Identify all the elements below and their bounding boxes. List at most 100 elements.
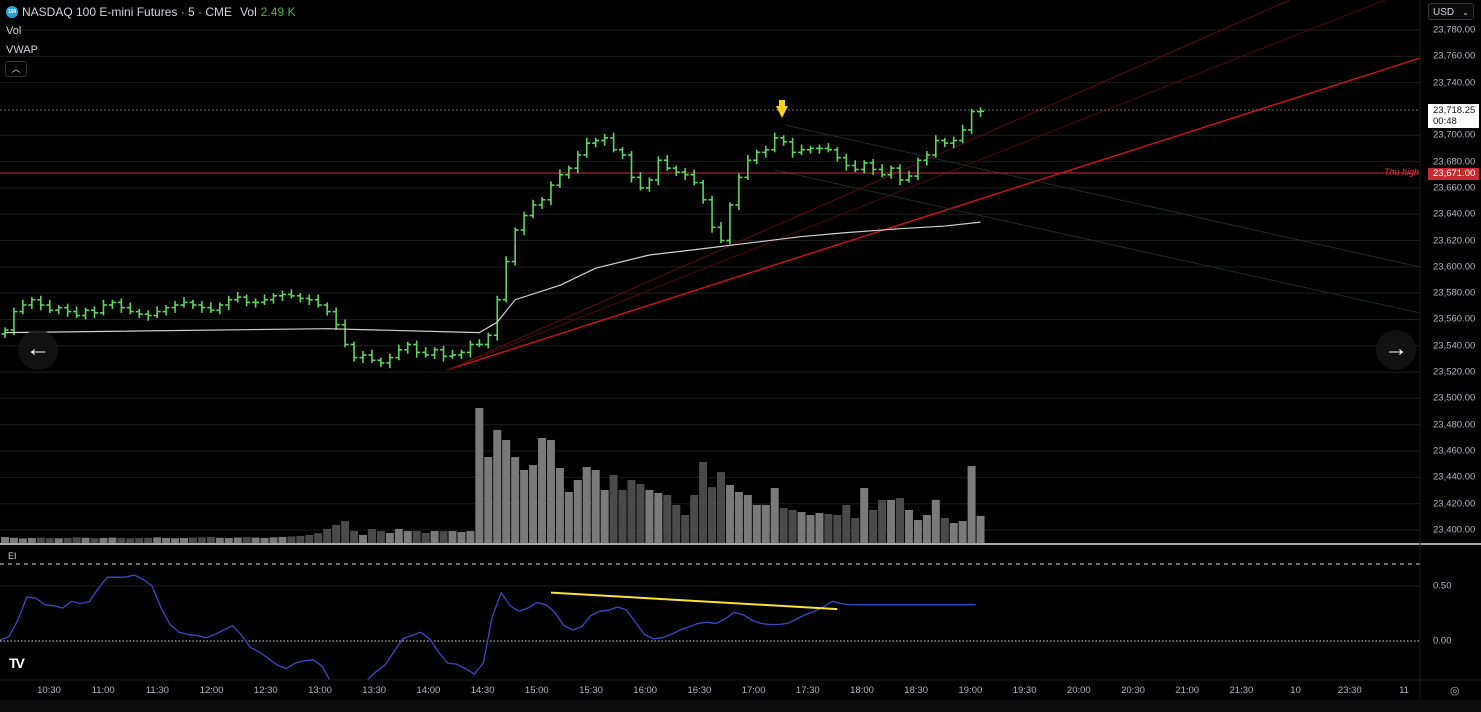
volume-bar xyxy=(27,538,36,543)
price-axis-label: 23,620.00 xyxy=(1433,235,1476,247)
volume-bar xyxy=(869,509,878,543)
volume-bar xyxy=(636,483,645,543)
prev-button[interactable]: ← xyxy=(18,330,58,370)
price-bar xyxy=(117,298,125,313)
channel-line-lower[interactable] xyxy=(774,169,1421,314)
drawings xyxy=(0,0,1421,371)
volume-bars xyxy=(1,408,985,543)
price-bar xyxy=(807,145,814,154)
price-bar xyxy=(28,297,36,309)
vwap-line xyxy=(4,221,981,334)
volume-bar xyxy=(278,536,287,543)
price-axis-label: 23,640.00 xyxy=(1433,208,1476,220)
channel-line-upper[interactable] xyxy=(784,124,1421,268)
volume-bar xyxy=(645,489,654,543)
time-axis-label: 11:30 xyxy=(145,685,169,696)
ei-divergence-line[interactable] xyxy=(550,591,838,611)
price-bar xyxy=(153,306,161,319)
volume-bar xyxy=(573,479,582,543)
symbol-title: NASDAQ 100 E-mini Futures · 5 · CME xyxy=(22,5,233,19)
volume-bar xyxy=(931,499,940,543)
time-axis-label: 12:30 xyxy=(253,685,278,696)
volume-bar xyxy=(904,509,913,543)
volume-bar xyxy=(511,457,520,543)
volume-bar xyxy=(439,531,448,543)
time-axis-label: 10:30 xyxy=(37,685,61,696)
volume-bar xyxy=(171,538,180,543)
time-axis-label: 13:30 xyxy=(362,685,387,696)
next-button[interactable]: → xyxy=(1376,330,1416,370)
thu-high-price-badge: 23,671.00 xyxy=(1428,168,1479,180)
price-bar xyxy=(601,133,609,146)
currency-select[interactable]: USD ⌄ xyxy=(1428,3,1474,20)
trendline-fan-2[interactable] xyxy=(446,0,1386,371)
price-bar xyxy=(708,195,716,233)
volume-bar xyxy=(529,464,538,543)
volume-bar xyxy=(323,528,332,543)
volume-bar xyxy=(699,462,708,543)
volume-bar xyxy=(761,504,770,543)
volume-bar xyxy=(466,531,475,543)
price-bar xyxy=(851,160,859,173)
volume-bar xyxy=(367,528,376,543)
volume-bar xyxy=(842,504,851,543)
volume-bar xyxy=(878,499,887,543)
volume-bar xyxy=(314,533,323,543)
tradingview-logo[interactable]: TV xyxy=(9,655,25,671)
price-bar xyxy=(753,149,761,165)
price-bar xyxy=(162,305,170,316)
price-bar xyxy=(19,299,27,315)
price-bar xyxy=(323,302,331,316)
price-bar xyxy=(610,132,618,153)
price-bar xyxy=(82,307,90,320)
price-bar xyxy=(359,351,367,363)
volume-bar xyxy=(188,537,197,543)
price-axis-label: 23,660.00 xyxy=(1433,182,1476,194)
symbol-legend[interactable]: 100 NASDAQ 100 E-mini Futures · 5 · CME … xyxy=(6,5,295,19)
price-bar xyxy=(565,165,573,179)
time-axis-label: 19:00 xyxy=(958,685,983,696)
volume-bar xyxy=(690,494,699,543)
volume-bar xyxy=(493,429,502,543)
price-bar xyxy=(278,290,286,302)
price-bar xyxy=(744,155,752,181)
price-bar xyxy=(914,157,922,181)
volume-bar xyxy=(206,536,215,543)
price-bar xyxy=(99,299,107,316)
last-price: 23,718.25 xyxy=(1433,105,1476,116)
volume-bar xyxy=(385,533,394,543)
volume-bar xyxy=(824,513,833,543)
price-bar xyxy=(216,302,224,315)
price-bar xyxy=(780,135,788,146)
collapse-legend-button[interactable]: ︿ xyxy=(5,61,27,77)
volume-bar xyxy=(654,493,663,543)
currency-value: USD xyxy=(1433,7,1455,18)
time-axis-label: 21:30 xyxy=(1229,685,1254,696)
volume-bar xyxy=(448,531,457,543)
price-bar xyxy=(305,294,313,306)
volume-bar xyxy=(135,538,144,543)
price-bar xyxy=(413,340,421,358)
price-bar xyxy=(73,306,81,319)
ei-pane-label[interactable]: EI xyxy=(8,551,17,561)
indicator-vol[interactable]: Vol xyxy=(6,25,22,37)
price-bar xyxy=(296,293,304,303)
price-bar xyxy=(368,349,376,363)
price-bar xyxy=(905,170,913,183)
price-bar xyxy=(502,256,510,303)
indicator-vwap[interactable]: VWAP xyxy=(6,44,38,56)
price-axis-label: 23,740.00 xyxy=(1433,77,1476,89)
price-axis-label: 23,440.00 xyxy=(1433,471,1476,483)
trendline-fan-1[interactable] xyxy=(446,0,1291,371)
chevron-down-icon: ⌄ xyxy=(1462,8,1469,17)
volume-bar xyxy=(797,512,806,543)
price-axis-label: 23,700.00 xyxy=(1433,129,1476,141)
price-bar xyxy=(968,108,976,134)
time-axis-label: 12:00 xyxy=(199,685,224,696)
volume-bar xyxy=(242,537,251,543)
volume-bar xyxy=(949,523,958,543)
price-bar xyxy=(681,168,689,181)
settings-icon[interactable]: ◎ xyxy=(1450,685,1460,697)
price-bar xyxy=(395,344,403,361)
